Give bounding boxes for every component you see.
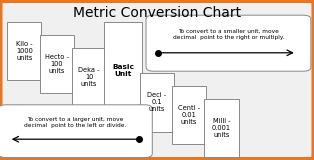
FancyBboxPatch shape <box>104 22 142 119</box>
Text: Deci -
0.1
units: Deci - 0.1 units <box>147 92 166 112</box>
Text: Basic
Unit: Basic Unit <box>112 64 134 77</box>
FancyBboxPatch shape <box>72 48 106 106</box>
FancyBboxPatch shape <box>40 35 74 93</box>
Text: Kilo -
1000
units: Kilo - 1000 units <box>16 41 33 61</box>
FancyBboxPatch shape <box>204 99 239 157</box>
FancyBboxPatch shape <box>172 86 206 144</box>
FancyBboxPatch shape <box>146 15 311 71</box>
FancyBboxPatch shape <box>140 73 174 132</box>
FancyBboxPatch shape <box>7 22 41 80</box>
Text: Centi -
0.01
units: Centi - 0.01 units <box>178 105 200 125</box>
FancyBboxPatch shape <box>0 105 152 158</box>
Text: Deka -
10
units: Deka - 10 units <box>78 67 100 87</box>
Text: To convert to a smaller unit, move
decimal  point to the right or multiply.: To convert to a smaller unit, move decim… <box>173 29 284 40</box>
Text: Milli -
0.001
units: Milli - 0.001 units <box>212 118 231 138</box>
Text: Metric Conversion Chart: Metric Conversion Chart <box>73 6 241 20</box>
Text: Hecto -
100
units: Hecto - 100 units <box>45 54 69 74</box>
Text: To convert to a larger unit, move
decimal  point to the left or divide.: To convert to a larger unit, move decima… <box>24 117 127 128</box>
